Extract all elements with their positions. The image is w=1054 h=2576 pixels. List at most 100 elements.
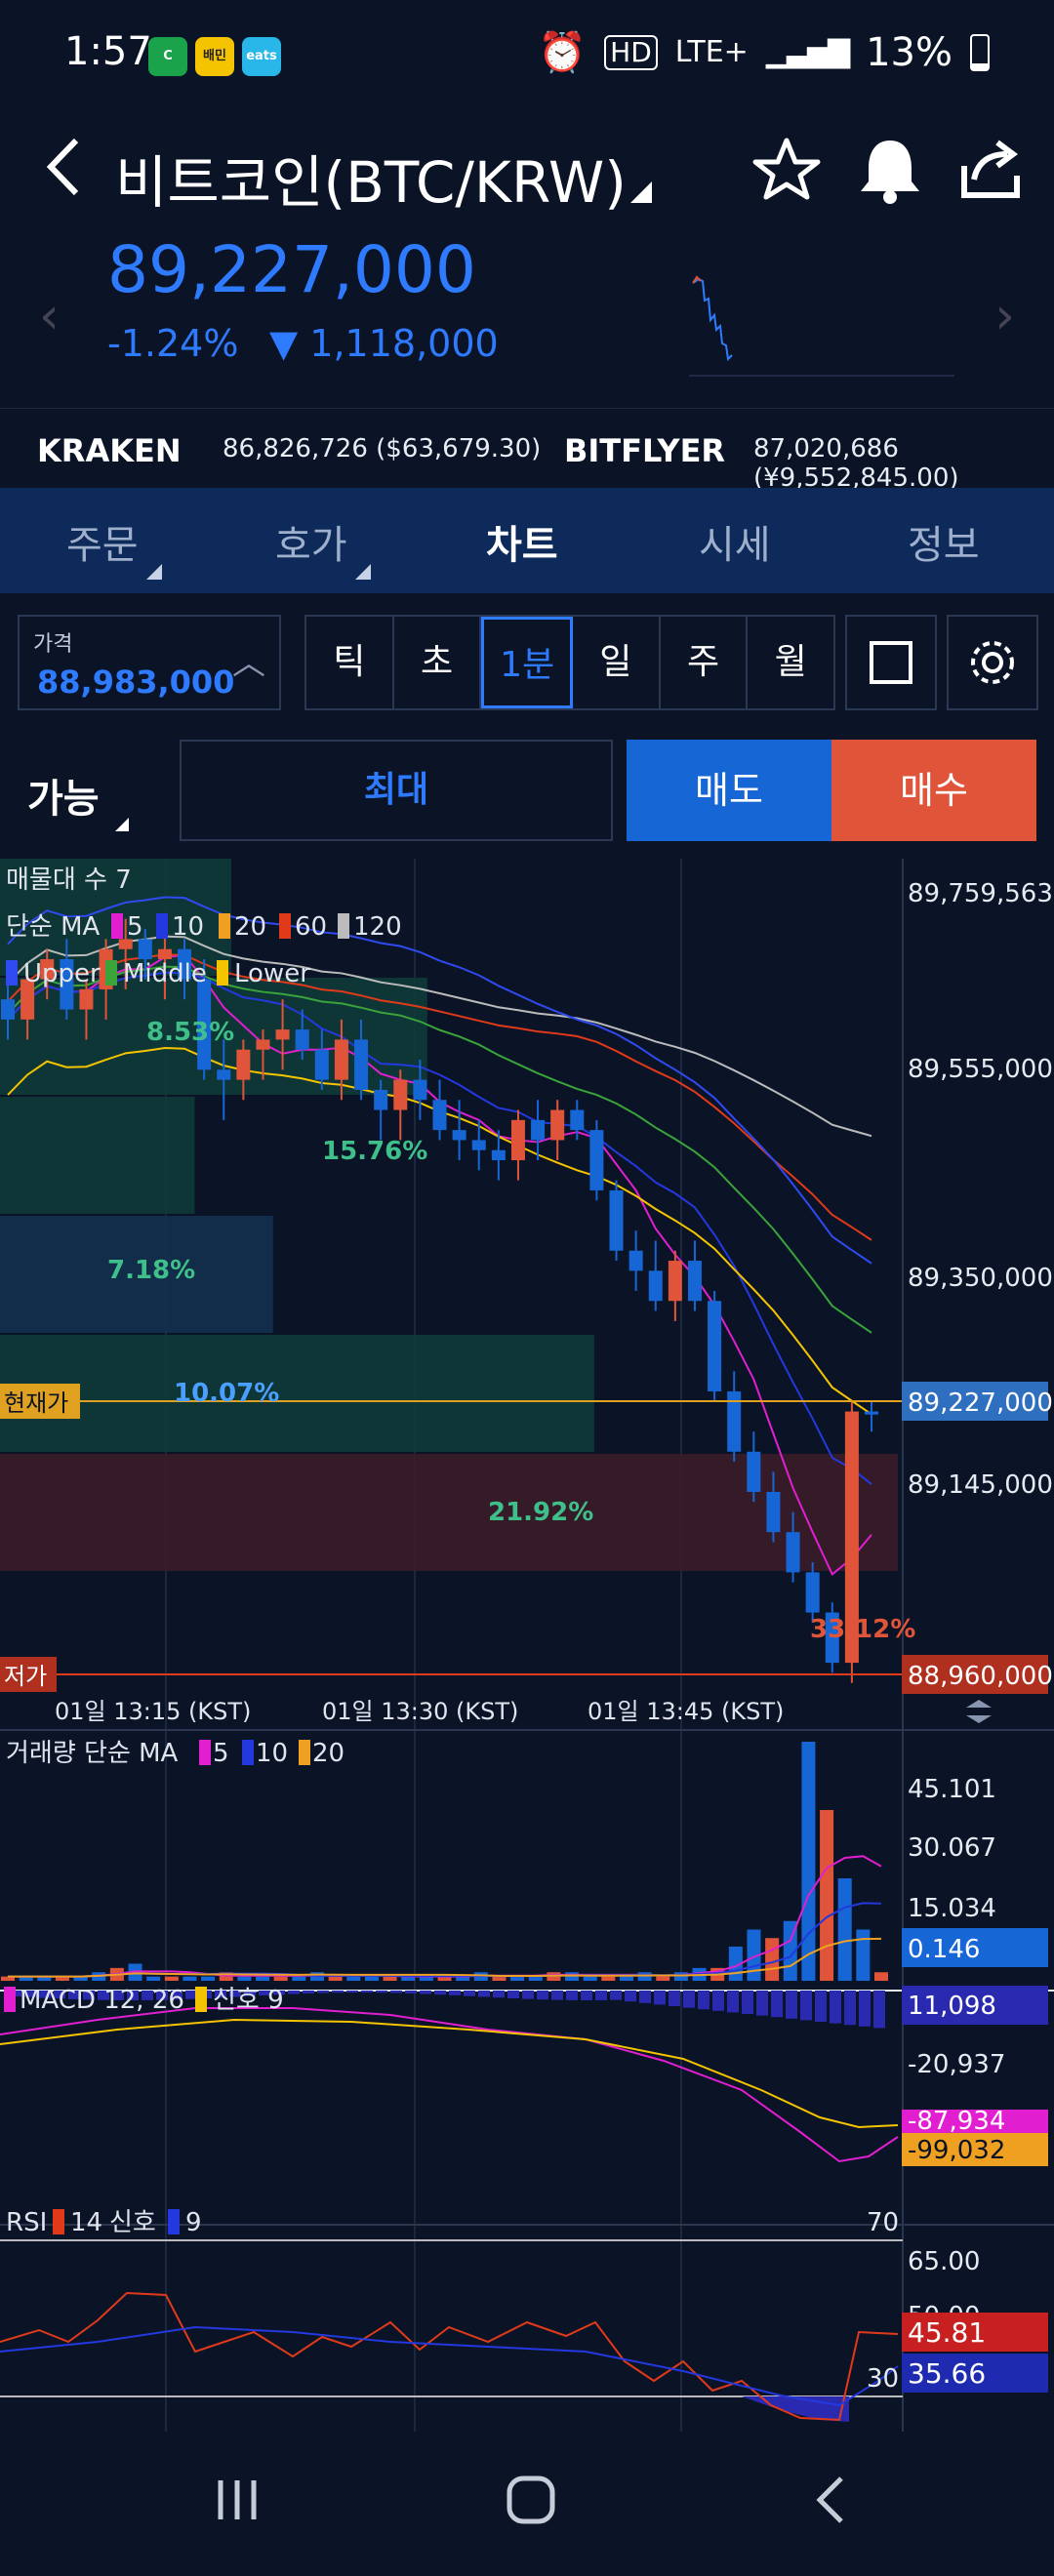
volume-bar	[419, 1976, 433, 1981]
volume-profile-pct: 7.18%	[107, 1256, 195, 1285]
tab-info[interactable]: 정보	[908, 523, 980, 568]
panel-resize-icon	[966, 1700, 992, 1708]
macd-histogram-bar	[595, 1991, 607, 2000]
price-value: 88,983,000	[37, 664, 235, 701]
rsi-axis-tick: 30	[867, 2364, 899, 2394]
timeframe-1min[interactable]: 1분	[481, 617, 574, 708]
volume-bar	[583, 1976, 597, 1981]
candle	[118, 939, 133, 949]
title-dropdown-icon[interactable]	[630, 181, 652, 203]
volume-bar	[201, 1976, 216, 1981]
macd-histogram-bar	[610, 1991, 622, 2000]
macd-legend-swatch	[4, 1987, 16, 2012]
chevron-up-icon[interactable]: ︿	[232, 644, 265, 683]
volume-bar	[874, 1972, 888, 1981]
coin-header: 비트코인(BTC/KRW) ‹ 89,227,000 -1.24% ▼ 1,11…	[0, 115, 1054, 408]
nav-back-icon[interactable]	[806, 2471, 855, 2543]
price-axis-tick: 89,555,000	[908, 1055, 1053, 1084]
candle	[708, 1301, 722, 1391]
max-button[interactable]: 최대	[180, 740, 613, 841]
star-icon[interactable]	[748, 131, 826, 209]
candle	[275, 1029, 290, 1040]
candle	[747, 1451, 761, 1492]
volume-bar	[37, 1976, 52, 1981]
home-icon[interactable]	[504, 2471, 558, 2543]
candle	[217, 1069, 231, 1080]
candle	[393, 1079, 408, 1110]
app-baemin-icon: 배민	[195, 37, 234, 76]
macd-signal-swatch	[195, 1987, 207, 2012]
candle	[256, 1039, 270, 1050]
timeframe-week[interactable]: 주	[661, 617, 749, 708]
candle	[510, 1119, 525, 1161]
share-icon[interactable]	[953, 131, 1031, 209]
timeframe-tick[interactable]: 틱	[306, 617, 394, 708]
rsi-value-badge	[902, 2313, 1048, 2352]
macd-histogram-bar	[756, 1991, 768, 2016]
volume-legend-swatch	[242, 1740, 254, 1765]
ma-legend-period: 60	[295, 912, 327, 942]
rsi-legend-label: RSI	[6, 2208, 47, 2237]
candle	[334, 1039, 348, 1080]
volume-bar	[256, 1976, 270, 1981]
tab-order[interactable]: 주문	[66, 523, 139, 568]
rsi-value: 45.81	[908, 2316, 986, 2349]
macd-histogram-bar	[273, 1991, 285, 1995]
macd-histogram-bar	[654, 1991, 666, 2005]
macd-histogram-bar	[259, 1991, 270, 1995]
buy-button[interactable]: 매수	[831, 740, 1036, 841]
bell-icon[interactable]	[851, 131, 929, 209]
volume-profile-pct: 21.92%	[488, 1498, 593, 1527]
coin-title[interactable]: 비트코인(BTC/KRW)	[115, 149, 627, 216]
candle	[471, 1140, 486, 1150]
hd-icon: HD	[604, 34, 658, 70]
volume-profile-bar	[0, 1335, 594, 1452]
mini-chart[interactable]	[689, 262, 954, 377]
candle	[609, 1189, 624, 1251]
back-icon[interactable]	[39, 133, 88, 217]
macd-histogram-bar	[127, 1991, 139, 2000]
volume-profile-pct: 15.76%	[322, 1137, 427, 1166]
macd-histogram-bar	[815, 1991, 827, 2022]
macd-histogram-bar	[112, 1991, 124, 2000]
price-stepper[interactable]: 가격 88,983,000 ︿	[18, 615, 281, 710]
tab-market[interactable]: 시세	[699, 523, 771, 568]
macd-histogram-bar	[507, 1991, 519, 1998]
volume-bar	[510, 1976, 525, 1981]
candle	[354, 1039, 369, 1090]
volume-legend-swatch	[299, 1740, 310, 1765]
candle	[452, 1130, 466, 1141]
candle	[589, 1130, 604, 1190]
volume-bar	[182, 1976, 197, 1981]
tab-chart[interactable]: 차트	[486, 523, 558, 568]
timeframe-day[interactable]: 일	[573, 617, 661, 708]
ma-legend-swatch	[338, 913, 349, 939]
fullscreen-button[interactable]	[845, 615, 937, 710]
ma-legend-period: 20	[234, 912, 266, 942]
macd-histogram-bar	[405, 1991, 417, 1993]
sell-button[interactable]: 매도	[627, 740, 831, 841]
timeframe-second[interactable]: 초	[394, 617, 482, 708]
prev-coin-icon[interactable]: ‹	[39, 287, 60, 345]
macd-signal-line	[0, 2018, 899, 2129]
timeframe-month[interactable]: 월	[774, 642, 807, 682]
settings-button[interactable]	[947, 615, 1038, 710]
macd-histogram-bar	[215, 1991, 226, 1998]
ma-line	[7, 965, 872, 1334]
chart-area[interactable]: 8.53% 15.76% 7.18% 10.07% 21.92% 33.12% 매물대 수 …	[0, 859, 1054, 2432]
next-coin-icon[interactable]: ›	[994, 287, 1015, 345]
volume-profile-pct: 10.07%	[174, 1379, 279, 1408]
chart-svg[interactable]: 8.53% 15.76% 7.18% 10.07% 21.92% 33.12% 매물대 수 …	[0, 859, 1054, 2432]
bb-legend-label: Upper	[23, 959, 101, 988]
available-label[interactable]: 가능	[27, 777, 100, 822]
tab-orderbook[interactable]: 호가	[275, 523, 347, 568]
candle	[844, 1411, 859, 1664]
volume-bar	[346, 1976, 361, 1981]
exchange-value: 87,020,686 (¥9,552,845.00)	[753, 434, 959, 493]
volume-legend-label: 거래량 단순 MA	[6, 1739, 179, 1768]
recent-apps-icon[interactable]	[213, 2471, 262, 2543]
macd-histogram-bar	[449, 1991, 461, 1995]
candle	[687, 1261, 702, 1302]
exchange-prices: KRAKEN 86,826,726 ($63,679.30) BITFLYER …	[0, 408, 1054, 493]
